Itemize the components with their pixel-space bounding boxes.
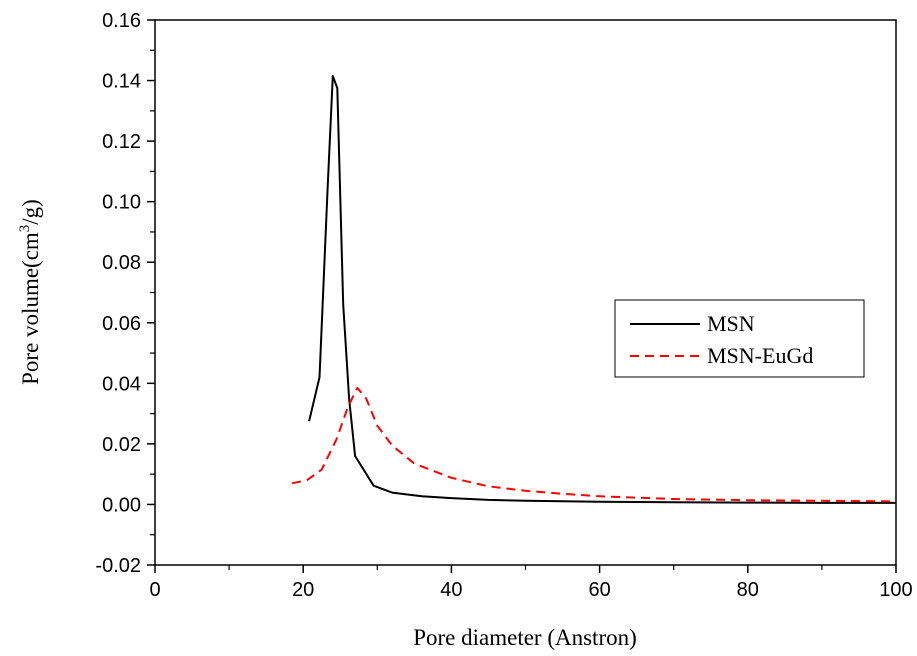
y-tick-label: 0.04 [102, 373, 141, 395]
series-line-msn-eugd [291, 386, 897, 503]
y-tick-label: 0.00 [102, 494, 141, 516]
legend-label-msn-eugd: MSN-EuGd [707, 343, 813, 368]
legend-box [614, 299, 865, 378]
y-tick-label: 0.10 [102, 192, 141, 214]
y-tick-label: -0.02 [95, 555, 141, 577]
y-tick-label: 0.02 [102, 434, 141, 456]
y-tick-label: 0.12 [102, 131, 141, 153]
y-axis-title-superscript: 3 [17, 225, 33, 233]
y-axis-title-tail: /g) [18, 199, 43, 225]
series-layer [291, 75, 897, 504]
y-tick-label: 0.16 [102, 10, 141, 32]
legend-label-msn: MSN [707, 311, 755, 336]
x-tick-label: 60 [588, 579, 610, 601]
y-tick-label: 0.08 [102, 252, 141, 274]
ticks-layer: 0 20 40 60 80 100 -0.02 0.00 0.02 0.04 0.06 0.08 0.1… [95, 10, 912, 601]
plot-frame [154, 19, 897, 566]
x-tick-label: 100 [879, 579, 912, 601]
x-tick-label: 0 [149, 579, 160, 601]
legend: MSN MSN-EuGd [614, 299, 865, 378]
x-axis-title: Pore diameter (Anstron) [413, 625, 637, 650]
y-axis-title-main: Pore volume(cm [18, 232, 43, 385]
series-line-msn [308, 75, 896, 504]
x-tick-label: 20 [292, 579, 314, 601]
y-tick-label: 0.06 [102, 313, 141, 335]
x-tick-label: 80 [737, 579, 759, 601]
y-tick-label: 0.14 [102, 71, 141, 93]
y-axis-title: Pore volume(cm3/g) [17, 199, 43, 385]
x-tick-label: 40 [440, 579, 462, 601]
